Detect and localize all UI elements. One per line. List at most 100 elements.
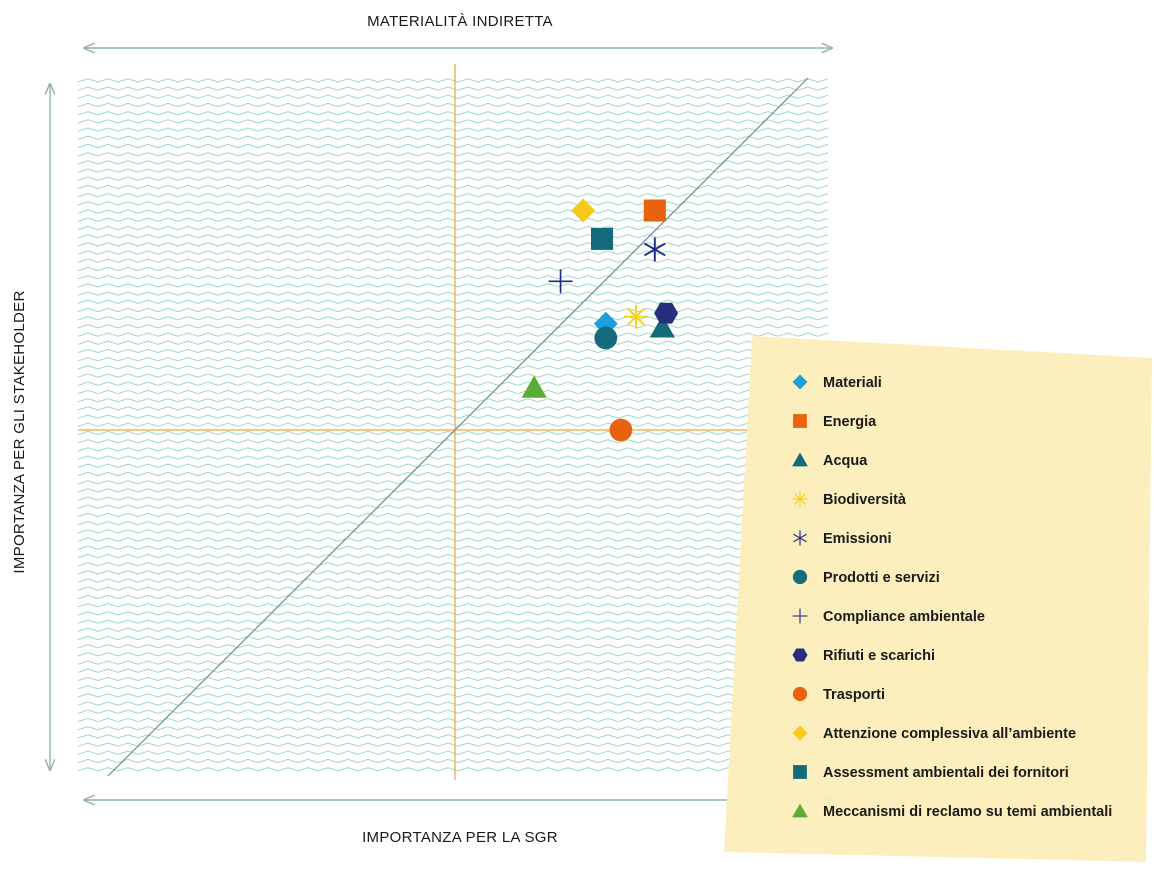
legend-item-meccanismi-di-reclamo-su-temi-ambientali: Meccanismi di reclamo su temi ambientali <box>792 803 1112 820</box>
wave-line <box>77 373 829 378</box>
wave-line <box>77 734 829 739</box>
wave-line <box>77 422 829 427</box>
point-attenzione-complessiva-all-ambiente <box>571 198 596 223</box>
wave-line <box>77 258 829 263</box>
wave-line <box>77 701 829 706</box>
wave-line <box>77 348 829 354</box>
wave-line <box>77 668 829 673</box>
legend-item-prodotti-e-servizi: Prodotti e servizi <box>792 569 940 586</box>
wave-line <box>77 586 829 591</box>
wave-background <box>77 78 829 772</box>
point-prodotti-e-servizi <box>594 326 618 350</box>
wave-line <box>77 463 829 468</box>
legend-item-trasporti: Trasporti <box>792 686 885 703</box>
legend-marker <box>792 686 808 702</box>
wave-line <box>77 111 829 116</box>
wave-line <box>77 594 829 600</box>
wave-line <box>77 152 829 157</box>
diagonal-line <box>107 77 809 777</box>
point-meccanismi-di-reclamo-su-temi-ambientali <box>521 375 547 398</box>
wave-line <box>77 488 829 493</box>
legend-label: Trasporti <box>823 687 885 703</box>
wave-line <box>77 381 829 386</box>
wave-line <box>77 234 829 239</box>
legend-item-compliance-ambientale: Compliance ambientale <box>792 608 985 625</box>
legend-label: Attenzione complessiva all’ambiente <box>823 726 1076 742</box>
wave-line <box>77 742 829 747</box>
wave-line <box>77 307 829 313</box>
wave-line <box>77 291 829 296</box>
wave-line <box>77 242 829 247</box>
wave-line <box>77 693 829 698</box>
wave-line <box>77 143 829 149</box>
legend-item-attenzione-complessiva-all-ambiente: Attenzione complessiva all’ambiente <box>792 725 1076 742</box>
point-assessment-ambientali-dei-fornitori <box>590 227 614 250</box>
wave-line <box>77 398 829 403</box>
wave-line <box>77 217 829 222</box>
point-compliance-ambientale <box>548 269 573 294</box>
legend-item-emissioni: Emissioni <box>793 530 892 547</box>
point-energia <box>643 199 666 222</box>
wave-line <box>77 176 829 181</box>
wave-line <box>77 127 829 132</box>
wave-line <box>77 512 829 518</box>
wave-line <box>77 430 829 436</box>
wave-line <box>77 529 829 534</box>
wave-line <box>77 275 829 280</box>
wave-line <box>77 102 829 108</box>
legend-label: Materiali <box>823 375 882 391</box>
wave-line <box>77 414 829 419</box>
wave-line <box>77 611 829 616</box>
wave-line <box>77 685 829 690</box>
wave-line <box>77 168 829 173</box>
wave-line <box>77 119 829 124</box>
wave-line <box>77 184 829 190</box>
legend-item-assessment-ambientali-dei-fornitori: Assessment ambientali dei fornitori <box>793 765 1069 781</box>
wave-line <box>77 537 829 542</box>
wave-line <box>77 676 829 682</box>
wave-line <box>77 627 829 632</box>
wave-line <box>77 455 829 460</box>
wave-line <box>77 570 829 575</box>
wave-line <box>77 644 829 649</box>
wave-line <box>77 545 829 550</box>
wave-line <box>77 94 829 99</box>
wave-line <box>77 709 829 714</box>
wave-line <box>77 340 829 345</box>
wave-line <box>77 78 829 83</box>
point-trasporti <box>609 418 633 442</box>
wave-line <box>77 767 829 772</box>
wave-line <box>77 619 829 624</box>
wave-line <box>77 553 829 559</box>
legend-item-energia: Energia <box>793 414 877 430</box>
wave-line <box>77 250 829 255</box>
wave-line <box>77 332 829 337</box>
wave-line <box>77 496 829 501</box>
legend-background <box>724 336 1152 862</box>
wave-line <box>77 750 829 755</box>
legend-marker <box>792 648 808 662</box>
legend-item-biodiversita: Biodiversità <box>792 491 907 508</box>
wave-line <box>77 389 829 395</box>
wave-line <box>77 758 829 764</box>
point-biodiversita <box>623 304 648 329</box>
data-points <box>521 198 679 442</box>
wave-line <box>77 726 829 731</box>
wave-line <box>77 86 829 91</box>
point-acqua <box>649 315 675 338</box>
legend-item-materiali: Materiali <box>792 374 882 391</box>
wave-line <box>77 316 829 321</box>
legend-item-rifiuti-e-scarichi: Rifiuti e scarichi <box>792 648 935 664</box>
wave-line <box>77 209 829 214</box>
legend-label: Prodotti e servizi <box>823 570 940 586</box>
wave-line <box>77 299 829 304</box>
legend-label: Assessment ambientali dei fornitori <box>823 765 1069 781</box>
legend-label: Compliance ambientale <box>823 609 985 625</box>
wave-line <box>77 406 829 411</box>
wave-line <box>77 562 829 567</box>
wave-line <box>77 357 829 362</box>
wave-line <box>77 603 829 608</box>
legend: Materiali Energia Acqua Biodiversità Emissio… <box>724 336 1152 862</box>
legend-label: Emissioni <box>823 531 892 547</box>
